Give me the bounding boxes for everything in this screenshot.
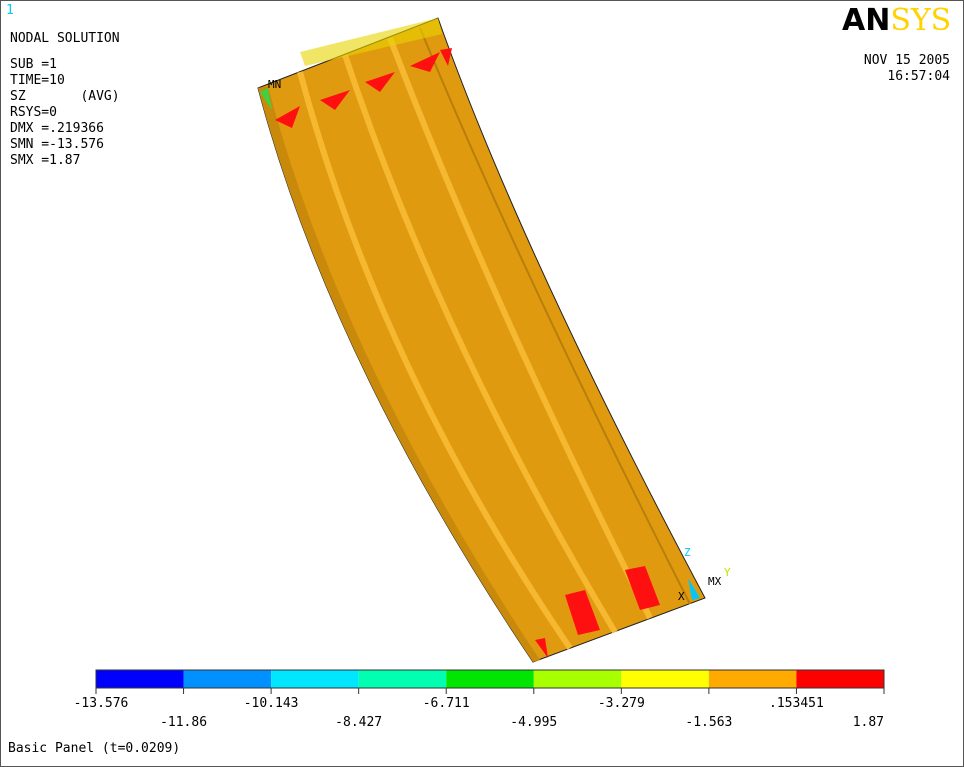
colorbar-label: -3.279	[598, 696, 645, 711]
info-line: SZ (AVG)	[10, 89, 120, 104]
axis-y: Y	[724, 566, 731, 579]
colorbar-label: -8.427	[335, 715, 382, 730]
axis-z: Z	[684, 546, 691, 559]
info-line: SUB =1	[10, 57, 57, 72]
logo-left: AN	[842, 3, 890, 38]
stiffener	[387, 36, 653, 620]
colorbar-frame	[95, 669, 885, 689]
colorbar-label: 1.87	[853, 715, 884, 730]
colorbar-label: -10.143	[244, 696, 299, 711]
info-line: RSYS=0	[10, 105, 57, 120]
info-line: SMN =-13.576	[10, 137, 104, 152]
colorbar-label: -1.563	[685, 715, 732, 730]
colorbar-segment	[796, 670, 884, 688]
time: 16:57:04	[887, 69, 950, 84]
colorbar-label: -11.86	[160, 715, 207, 730]
axis-x: X	[678, 590, 685, 603]
max-marker: MX	[708, 575, 722, 588]
stress-edge	[688, 578, 700, 600]
colorbar-segment	[358, 670, 447, 688]
colorbar-segment	[446, 670, 534, 688]
stress-hotspot	[275, 48, 452, 128]
colorbar-segment	[533, 670, 622, 688]
colorbar-label: -6.711	[423, 696, 470, 711]
min-marker: MN	[268, 78, 281, 91]
stiffener	[297, 71, 573, 650]
info-line: NODAL SOLUTION	[10, 31, 120, 46]
colorbar-segment	[708, 670, 797, 688]
stiffener-shadow	[419, 27, 691, 605]
footer-title: Basic Panel (t=0.0209)	[8, 741, 180, 756]
date: NOV 15 2005	[864, 53, 950, 68]
stress-min	[260, 88, 272, 110]
info-line: SMX =1.87	[10, 153, 80, 168]
logo: ANSYS	[842, 3, 951, 38]
info-line: DMX =.219366	[10, 121, 104, 136]
stress-hotspot	[535, 566, 660, 658]
colorbar-segment	[271, 670, 359, 688]
logo-right: SYS	[890, 3, 951, 38]
colorbar-segment	[621, 670, 709, 688]
window-number: 1	[6, 3, 14, 18]
stress-band	[300, 18, 442, 66]
colorbar-segment	[183, 670, 272, 688]
colorbar-label: -13.576	[74, 696, 129, 711]
colorbar-label: .153451	[769, 696, 824, 711]
stiffener	[342, 54, 618, 634]
model	[257, 17, 706, 663]
info-line: TIME=10	[10, 73, 65, 88]
colorbar-label: -4.995	[510, 715, 557, 730]
colorbar: -13.576 -11.86 -10.143 -8.427 -6.711 -4.995 -3…	[74, 669, 885, 730]
colorbar-segment	[96, 670, 184, 688]
